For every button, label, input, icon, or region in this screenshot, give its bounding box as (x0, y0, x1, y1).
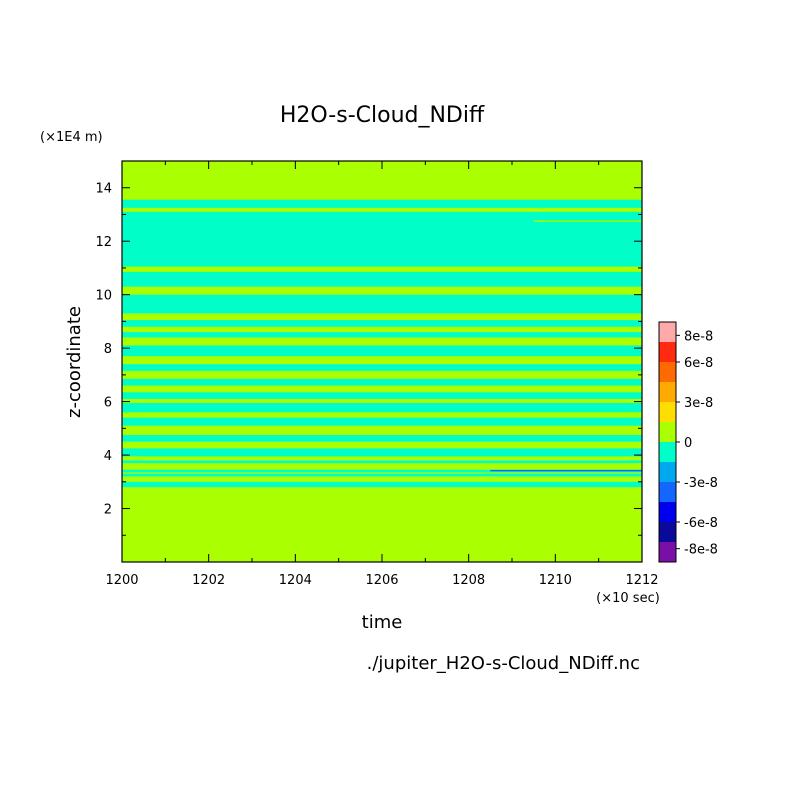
x-tick-label-5: 1210 (539, 573, 572, 588)
colorbar-level-3 (659, 482, 676, 502)
heatmap-band-13 (122, 320, 642, 327)
plot-area (121, 160, 643, 563)
heatmap-band-8 (122, 392, 642, 399)
heatmap-band-5 (122, 435, 642, 442)
heatmap-band-3 (122, 460, 642, 464)
y-tick-label-2: 6 (104, 396, 112, 411)
heatmap-band-7 (122, 402, 642, 413)
colorbar-level-11 (659, 322, 676, 342)
colorbar-level-7 (659, 402, 676, 422)
chart-title: H2O-s-Cloud_NDiff (280, 103, 485, 128)
colorbar-tick-label-5: -6e-8 (684, 516, 718, 531)
heatmap-band-16 (122, 211, 642, 267)
colorbar-level-8 (659, 382, 676, 402)
footer-filename: ./jupiter_H2O-s-Cloud_NDiff.nc (367, 653, 640, 674)
colorbar: 8e-8 6e-8 3e-8 0 -3e-8 -6e-8 -8e-8 (658, 321, 718, 563)
colorbar-level-0 (659, 542, 676, 562)
heatmap-band-10 (122, 364, 642, 371)
y-axis-label: z-coordinate (64, 306, 85, 418)
heatmap-band-0 (122, 481, 642, 488)
heatmap-band-6 (122, 417, 642, 426)
y-tick-label-6: 14 (95, 182, 112, 197)
x-tick-label-1: 1202 (192, 573, 225, 588)
y-tick-label-4: 10 (95, 289, 112, 304)
colorbar-level-5 (659, 442, 676, 462)
heatmap-band-15 (122, 271, 642, 287)
colorbar-level-10 (659, 342, 676, 362)
colorbar-level-1 (659, 522, 676, 542)
heatmap-band-12 (122, 332, 642, 338)
colorbar-level-2 (659, 502, 676, 522)
colorbar-tick-label-0: 8e-8 (684, 329, 713, 344)
x-axis: 1200 1202 1204 1206 1208 1210 1212 (105, 161, 659, 588)
heatmap-band-1 (122, 473, 642, 477)
x-tick-label-0: 1200 (105, 573, 138, 588)
heatmap-band-2 (122, 469, 642, 473)
y-tick-label-5: 12 (95, 235, 112, 250)
x-tick-label-6: 1212 (625, 573, 658, 588)
y-tick-label-0: 2 (104, 503, 112, 518)
y-tick-label-3: 8 (104, 342, 112, 357)
colorbar-tick-label-2: 3e-8 (684, 396, 713, 411)
heatmap-band-11 (122, 345, 642, 357)
x-axis-label: time (362, 612, 403, 633)
y-unit-label: (×1E4 m) (40, 130, 103, 145)
colorbar-tick-label-1: 6e-8 (684, 356, 713, 371)
colorbar-tick-label-4: -3e-8 (684, 476, 718, 491)
x-tick-label-4: 1208 (452, 573, 485, 588)
x-unit-label: (×10 sec) (596, 591, 660, 606)
colorbar-level-4 (659, 462, 676, 482)
heatmap-band-14 (122, 294, 642, 314)
heatmap-band-17 (122, 199, 642, 208)
colorbar-level-6 (659, 422, 676, 442)
colorbar-level-9 (659, 362, 676, 382)
y-tick-label-1: 4 (104, 449, 112, 464)
heatmap-band-4 (122, 448, 642, 457)
y-axis: 2 4 6 8 10 12 14 (95, 182, 642, 536)
x-tick-label-2: 1204 (279, 573, 312, 588)
colorbar-tick-label-6: -8e-8 (684, 543, 718, 558)
heatmap-band-9 (122, 378, 642, 386)
colorbar-tick-label-3: 0 (684, 436, 692, 451)
x-tick-label-3: 1206 (365, 573, 398, 588)
